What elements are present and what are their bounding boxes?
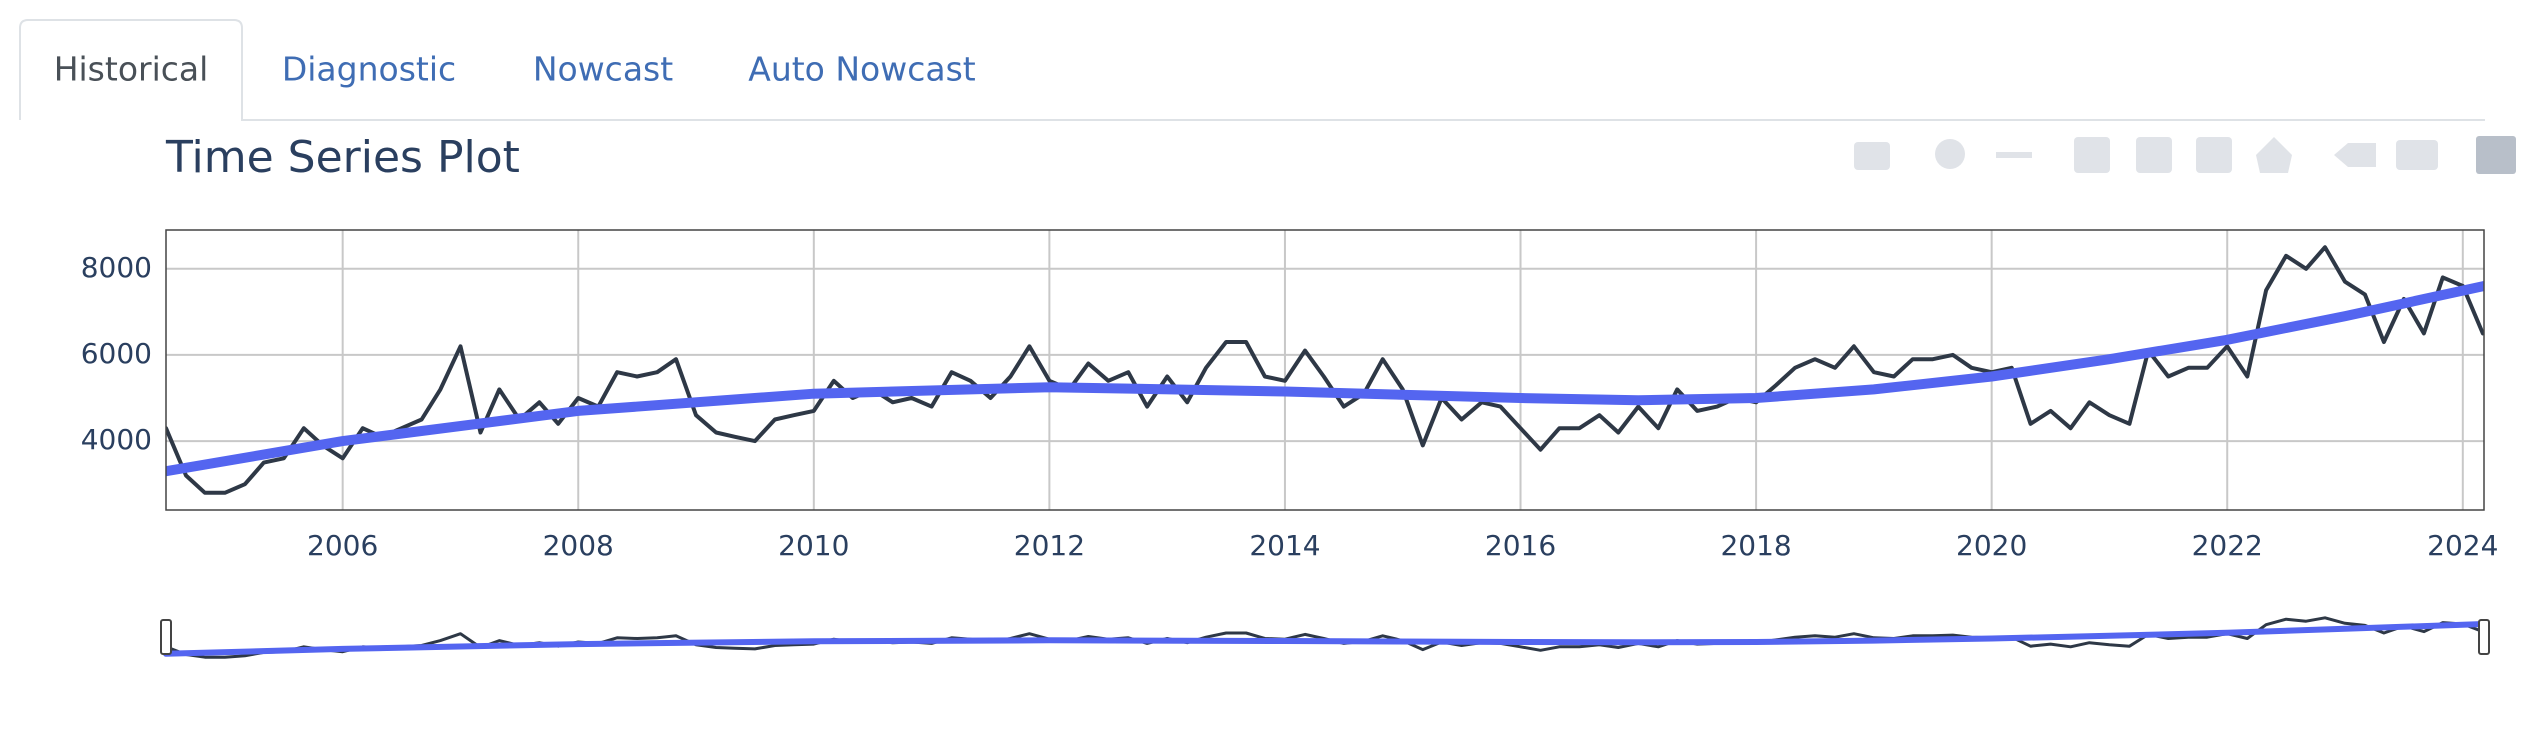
x-tick-label: 2024 bbox=[2427, 529, 2498, 562]
x-tick-label: 2012 bbox=[1014, 529, 1085, 562]
zoom-in-icon[interactable] bbox=[2074, 137, 2110, 173]
grid bbox=[166, 230, 2484, 510]
home-icon[interactable] bbox=[2256, 137, 2292, 173]
chart-title: Time Series Plot bbox=[165, 132, 520, 183]
x-tick-label: 2016 bbox=[1485, 529, 1556, 562]
plot-area bbox=[166, 245, 2484, 495]
axes: 4000 6000 8000 2006 2008 2010 2012 2014 2016 2018… bbox=[81, 251, 2499, 562]
y-tick-label: 8000 bbox=[81, 251, 152, 284]
y-tick-label: 4000 bbox=[81, 423, 152, 456]
range-slider-handle[interactable] bbox=[2478, 619, 2490, 655]
range-slider-handle[interactable] bbox=[160, 619, 172, 655]
y-tick-label: 6000 bbox=[81, 337, 152, 370]
tab[interactable]: Diagnostic bbox=[282, 50, 456, 89]
compare-icon[interactable] bbox=[2396, 140, 2438, 170]
spike-icon[interactable] bbox=[2334, 143, 2376, 167]
modebar bbox=[1854, 136, 2516, 174]
tab[interactable]: Historical bbox=[54, 50, 209, 89]
range-slider[interactable] bbox=[160, 612, 2490, 662]
x-tick-label: 2014 bbox=[1249, 529, 1320, 562]
camera-icon[interactable] bbox=[1854, 142, 1890, 170]
autoscale-icon[interactable] bbox=[2196, 137, 2232, 173]
x-tick-label: 2006 bbox=[307, 529, 378, 562]
tab[interactable]: Auto Nowcast bbox=[748, 50, 976, 89]
tab[interactable]: Nowcast bbox=[533, 50, 673, 89]
range-slider-line bbox=[163, 621, 2487, 657]
pan-icon[interactable] bbox=[1996, 152, 2032, 158]
active-tab[interactable] bbox=[19, 19, 243, 121]
plot-frame bbox=[165, 229, 2485, 511]
x-tick-label: 2008 bbox=[543, 529, 614, 562]
x-tick-label: 2020 bbox=[1956, 529, 2027, 562]
series-line bbox=[166, 281, 2484, 477]
hover-icon[interactable] bbox=[2476, 136, 2516, 174]
series-line bbox=[166, 245, 2484, 495]
x-tick-label: 2010 bbox=[778, 529, 849, 562]
zoom-out-icon[interactable] bbox=[2136, 137, 2172, 173]
zoom-icon[interactable] bbox=[1935, 139, 1965, 169]
x-tick-label: 2022 bbox=[2192, 529, 2263, 562]
x-tick-label: 2018 bbox=[1720, 529, 1791, 562]
